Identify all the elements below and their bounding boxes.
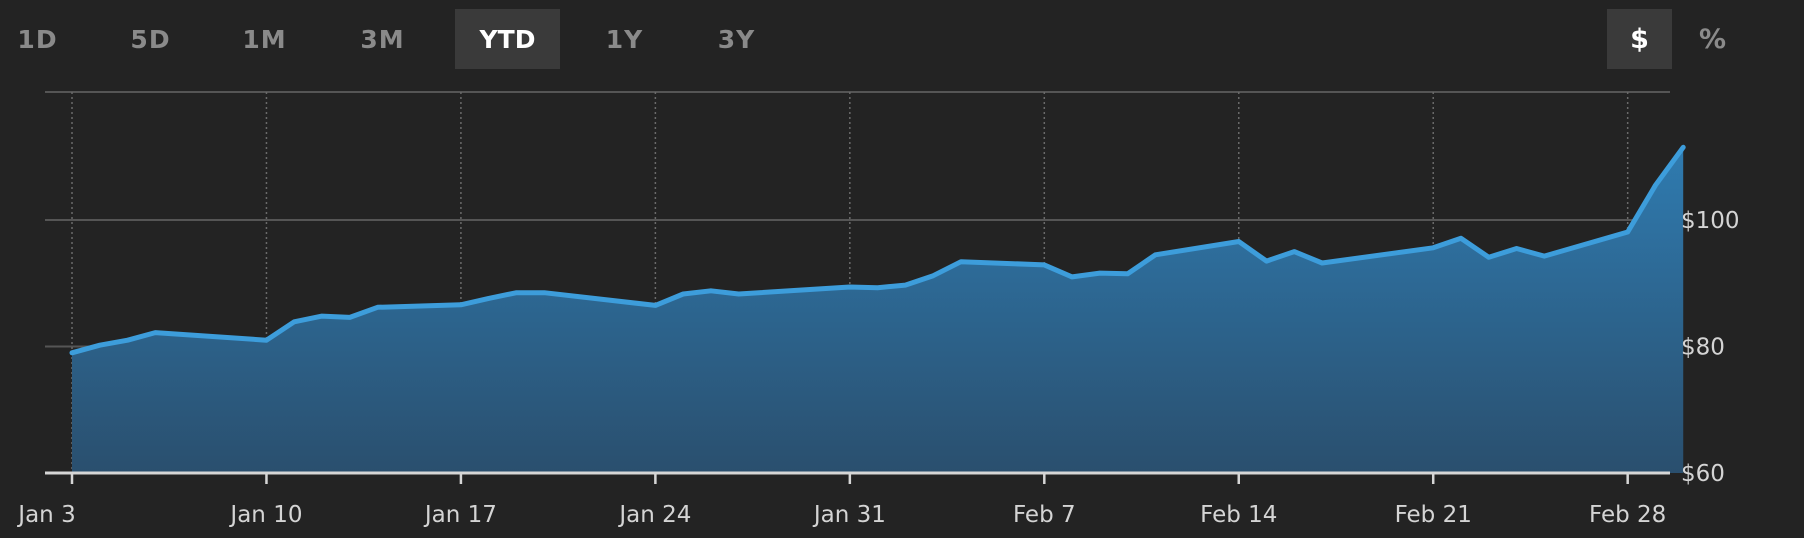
x-tick-label: Jan 24 <box>617 502 691 528</box>
x-tick-label: Jan 17 <box>423 502 497 528</box>
range-tab-3y[interactable]: 3Y <box>717 24 756 54</box>
range-tab-5d[interactable]: 5D <box>130 24 171 54</box>
x-tick-label: Feb 7 <box>1013 502 1076 528</box>
range-tab-ytd[interactable]: YTD <box>455 9 560 69</box>
percent-toggle-button[interactable]: % <box>1698 23 1727 55</box>
dollar-toggle-button[interactable]: $ <box>1607 9 1672 69</box>
y-tick-label: $60 <box>1681 461 1725 487</box>
price-line <box>69 144 1686 356</box>
price-area-fill <box>72 147 1684 474</box>
range-tab-1y[interactable]: 1Y <box>605 24 644 54</box>
x-tick-label: Feb 21 <box>1395 502 1472 528</box>
range-tab-1d[interactable]: 1D <box>17 24 58 54</box>
y-tick-label: $80 <box>1681 335 1725 361</box>
y-tick-label: $100 <box>1681 208 1740 234</box>
x-tick-label: Jan 10 <box>228 502 302 528</box>
x-tick-label: Feb 28 <box>1589 502 1666 528</box>
range-tab-3m[interactable]: 3M <box>360 24 405 54</box>
range-tab-1m[interactable]: 1M <box>242 24 287 54</box>
x-tick-label: Feb 14 <box>1200 502 1277 528</box>
x-tick-label: Jan 3 <box>16 502 75 528</box>
x-tick-label: Jan 31 <box>812 502 886 528</box>
